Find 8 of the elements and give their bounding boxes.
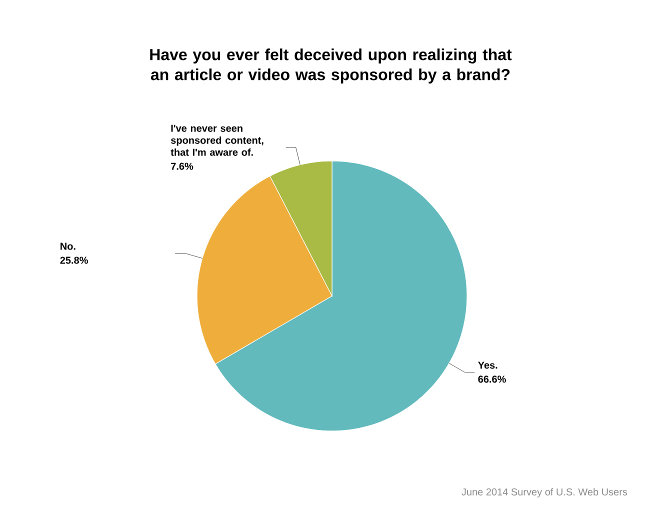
data-label: 7.6% [171, 162, 194, 170]
slice-label: Yes. [478, 362, 498, 369]
text: June 2014 Survey of U.S. Web Users [462, 488, 628, 498]
data-label: 66.6% [478, 376, 506, 383]
slice-label: No. [60, 242, 76, 250]
slice-label: I've never seen sponsored content, that I'm aware of. [170, 124, 264, 156]
data-label: 25.8% [60, 256, 88, 264]
chart-title: Have you ever felt deceived upon realizing that an article or video was sponsored by a brand? [150, 48, 512, 84]
